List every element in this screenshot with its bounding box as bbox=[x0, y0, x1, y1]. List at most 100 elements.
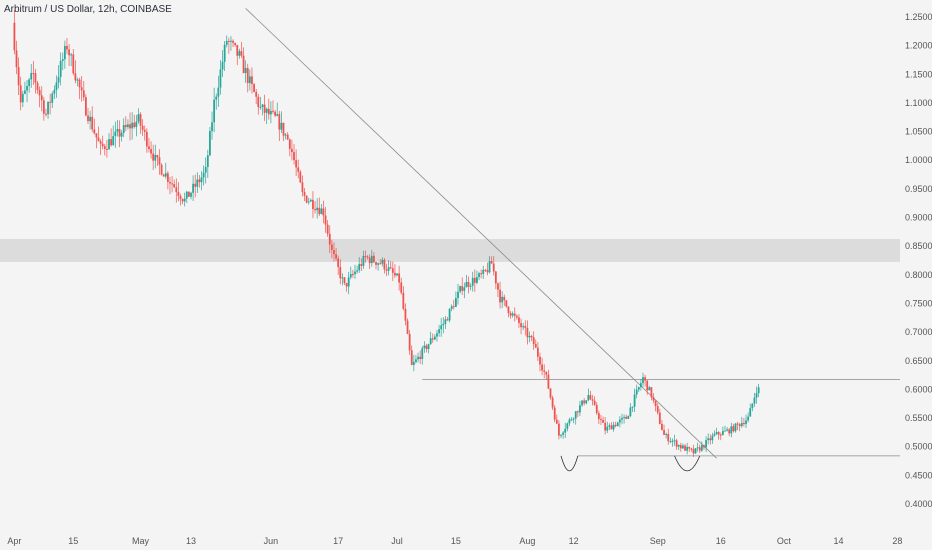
candle-body bbox=[295, 160, 298, 168]
candle-body bbox=[690, 448, 693, 450]
x-tick-label: Sep bbox=[650, 536, 666, 546]
candle-body bbox=[299, 171, 302, 183]
candle-body bbox=[503, 296, 506, 301]
candle-body bbox=[490, 261, 493, 264]
candle-body bbox=[684, 445, 686, 451]
candle-body bbox=[145, 131, 148, 147]
candle-body bbox=[45, 113, 47, 115]
candle-body bbox=[635, 389, 638, 395]
candle-body bbox=[614, 424, 617, 427]
candle-body bbox=[444, 319, 447, 324]
candle-body bbox=[747, 416, 750, 421]
candle-body bbox=[236, 45, 239, 56]
candle-body bbox=[114, 131, 117, 137]
candle-body bbox=[555, 419, 558, 424]
candle-body bbox=[459, 286, 462, 292]
candle-body bbox=[185, 191, 188, 199]
candle-body bbox=[425, 345, 428, 350]
candle-body bbox=[669, 441, 672, 443]
candle-body bbox=[513, 313, 516, 316]
candle-body bbox=[480, 273, 483, 275]
x-tick-label: 17 bbox=[333, 536, 343, 546]
candle-body bbox=[335, 254, 337, 259]
x-tick-label: Apr bbox=[7, 536, 21, 546]
y-tick-label: 0.5000 bbox=[905, 442, 932, 452]
candle-body bbox=[328, 233, 331, 245]
candle-body bbox=[219, 69, 222, 88]
candle-body bbox=[307, 201, 310, 203]
candle-body bbox=[82, 90, 85, 98]
candle-body bbox=[280, 122, 283, 130]
candle-body bbox=[139, 114, 142, 126]
candle-body bbox=[558, 423, 560, 436]
candle-body bbox=[28, 79, 31, 87]
candle-body bbox=[177, 192, 180, 196]
candle-body bbox=[703, 445, 705, 448]
candle-body bbox=[68, 49, 70, 56]
candle-body bbox=[629, 407, 632, 416]
candle-body bbox=[732, 426, 735, 432]
candle-body bbox=[406, 320, 409, 334]
candle-body bbox=[198, 179, 201, 183]
x-tick-label: 15 bbox=[68, 536, 78, 546]
y-tick-label: 0.7500 bbox=[905, 298, 932, 308]
candle-body bbox=[171, 183, 173, 185]
candle-body bbox=[633, 394, 636, 407]
x-tick-label: 16 bbox=[716, 536, 726, 546]
candle-body bbox=[427, 344, 430, 350]
candle-body bbox=[682, 445, 684, 449]
candle-body bbox=[137, 114, 140, 122]
candle-body bbox=[545, 371, 548, 375]
candle-body bbox=[719, 434, 722, 436]
candle-body bbox=[366, 256, 369, 258]
candle-body bbox=[488, 261, 491, 273]
candle-body bbox=[616, 422, 619, 427]
candle-body bbox=[188, 191, 190, 197]
candle-body bbox=[566, 423, 569, 429]
candle-body bbox=[539, 356, 541, 365]
candle-body bbox=[272, 110, 274, 112]
candle-body bbox=[610, 425, 613, 430]
candle-body bbox=[526, 327, 529, 338]
candle-body bbox=[183, 198, 186, 202]
candle-body bbox=[341, 277, 344, 279]
candle-body bbox=[404, 308, 407, 321]
candle-body bbox=[654, 400, 657, 407]
candle-body bbox=[661, 423, 663, 430]
candle-body bbox=[38, 90, 41, 96]
candle-body bbox=[326, 224, 329, 234]
candle-body bbox=[534, 344, 537, 348]
y-tick-label: 0.9500 bbox=[905, 184, 932, 194]
candle-body bbox=[303, 191, 306, 196]
chart-title: Arbitrum / US Dollar, 12h, COINBASE bbox=[4, 4, 172, 15]
candle-body bbox=[99, 141, 102, 144]
candle-body bbox=[379, 263, 382, 265]
y-tick-label: 0.5500 bbox=[905, 413, 932, 423]
candle-body bbox=[15, 50, 18, 68]
candle-body bbox=[665, 434, 668, 436]
candle-body bbox=[89, 116, 91, 122]
candle-body bbox=[30, 72, 33, 80]
y-tick-label: 0.8000 bbox=[905, 270, 932, 280]
candle-body bbox=[24, 90, 26, 94]
candle-body bbox=[595, 404, 598, 414]
candle-body bbox=[423, 345, 426, 349]
candle-body bbox=[293, 152, 295, 161]
candle-body bbox=[631, 406, 634, 408]
candle-body bbox=[724, 430, 726, 432]
candle-body bbox=[160, 164, 163, 175]
candle-body bbox=[532, 337, 535, 345]
candle-body bbox=[215, 96, 218, 100]
candle-body bbox=[753, 397, 756, 404]
candle-body bbox=[450, 306, 453, 309]
candle-body bbox=[482, 269, 485, 274]
candle-body bbox=[80, 87, 83, 91]
candle-body bbox=[398, 273, 401, 283]
candle-body bbox=[608, 425, 611, 427]
y-tick-label: 1.2000 bbox=[905, 41, 932, 51]
candle-body bbox=[21, 93, 24, 103]
candle-body bbox=[314, 209, 316, 211]
candle-body bbox=[543, 370, 546, 372]
candle-body bbox=[175, 187, 178, 193]
